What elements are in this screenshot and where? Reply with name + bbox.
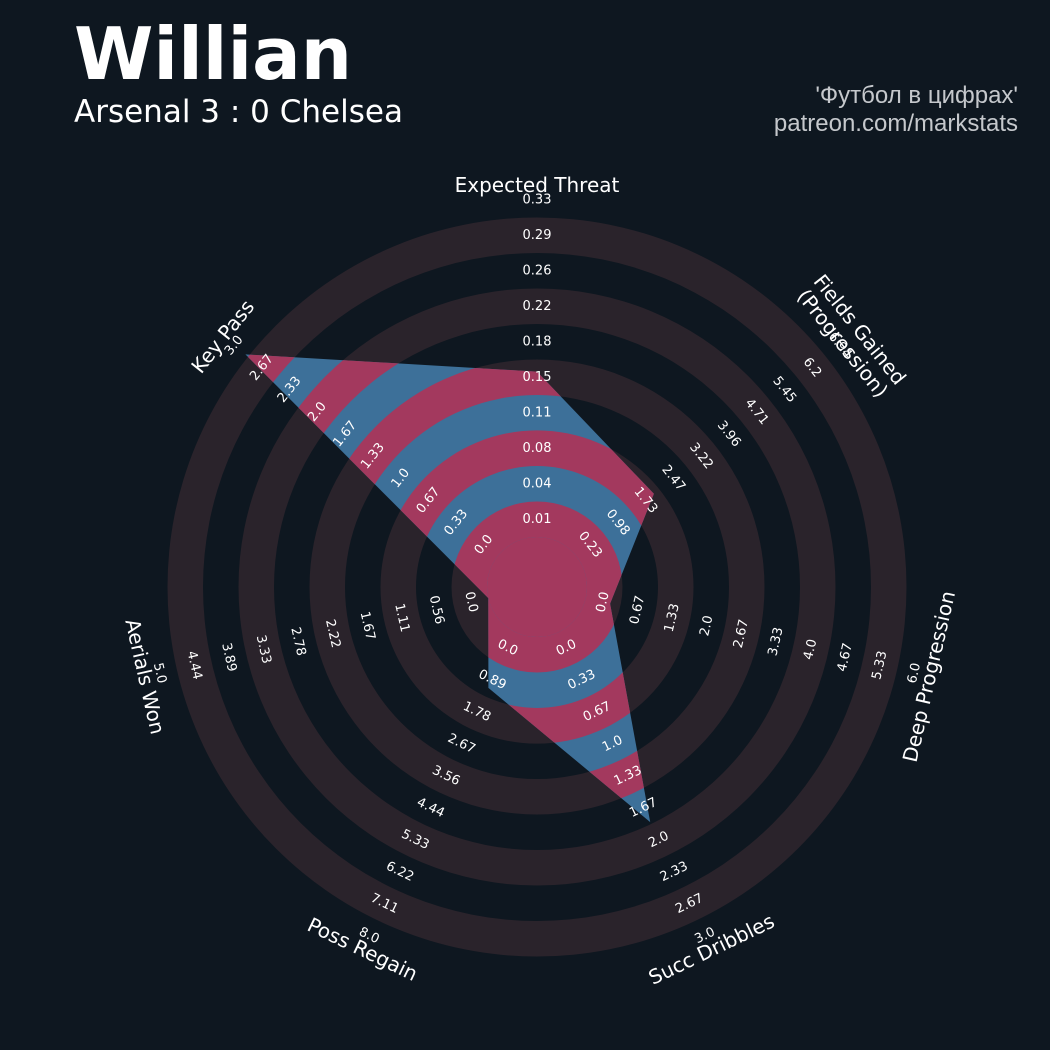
tick-label: 0.26 <box>523 263 552 278</box>
tick-label: 0.08 <box>523 441 552 456</box>
tick-label: 0.01 <box>523 512 552 527</box>
tick-label: 2.22 <box>322 618 343 650</box>
tick-label: 3.33 <box>766 626 787 658</box>
tick-label: 0.33 <box>523 192 552 207</box>
tick-label: 6.22 <box>384 859 417 885</box>
credit-line-2: patreon.com/markstats <box>773 110 1018 137</box>
tick-label: 1.11 <box>391 602 412 634</box>
tick-label: 0.11 <box>523 405 552 420</box>
credit-line-1: 'Футбол в цифрах' <box>815 82 1018 109</box>
tick-label: 2.67 <box>445 731 478 757</box>
tick-label: 4.44 <box>414 795 447 821</box>
match-subtitle: Arsenal 3 : 0 Chelsea <box>74 94 403 130</box>
axis-label: Expected Threat <box>455 173 620 197</box>
tick-label: 0.15 <box>523 370 552 385</box>
tick-label: 0.67 <box>627 594 648 626</box>
tick-label: 2.47 <box>658 462 688 494</box>
tick-label: 3.33 <box>253 634 274 666</box>
tick-label: 4.0 <box>801 638 820 662</box>
tick-label: 1.67 <box>357 610 378 642</box>
tick-label: 2.78 <box>287 626 308 658</box>
tick-label: 3.96 <box>714 418 744 450</box>
tick-label: 5.33 <box>869 650 890 682</box>
player-area <box>245 354 654 823</box>
tick-label: 5.0 <box>150 661 169 685</box>
tick-label: 5.45 <box>769 374 799 406</box>
tick-label: 0.29 <box>523 228 552 243</box>
tick-label: 3.89 <box>218 642 239 674</box>
player-title: Willian <box>74 12 352 96</box>
tick-label: 0.18 <box>523 334 552 349</box>
player-area-layer <box>245 354 654 823</box>
tick-label: 2.67 <box>731 618 752 650</box>
tick-label: 0.0 <box>593 590 612 614</box>
tick-label: 0.56 <box>426 594 447 626</box>
tick-label: 2.0 <box>697 614 716 638</box>
player-highlight-center <box>487 537 587 637</box>
tick-label: 6.0 <box>905 661 924 685</box>
tick-label: 0.0 <box>461 590 480 614</box>
tick-label: 0.22 <box>523 299 552 314</box>
tick-label: 1.33 <box>662 602 683 634</box>
tick-label: 0.04 <box>523 476 552 491</box>
tick-label: 4.67 <box>835 642 856 674</box>
player-highlight-band <box>451 501 623 673</box>
tick-label: 4.44 <box>184 650 205 682</box>
player-area-highlights <box>245 354 654 823</box>
tick-label: 2.33 <box>658 859 691 885</box>
